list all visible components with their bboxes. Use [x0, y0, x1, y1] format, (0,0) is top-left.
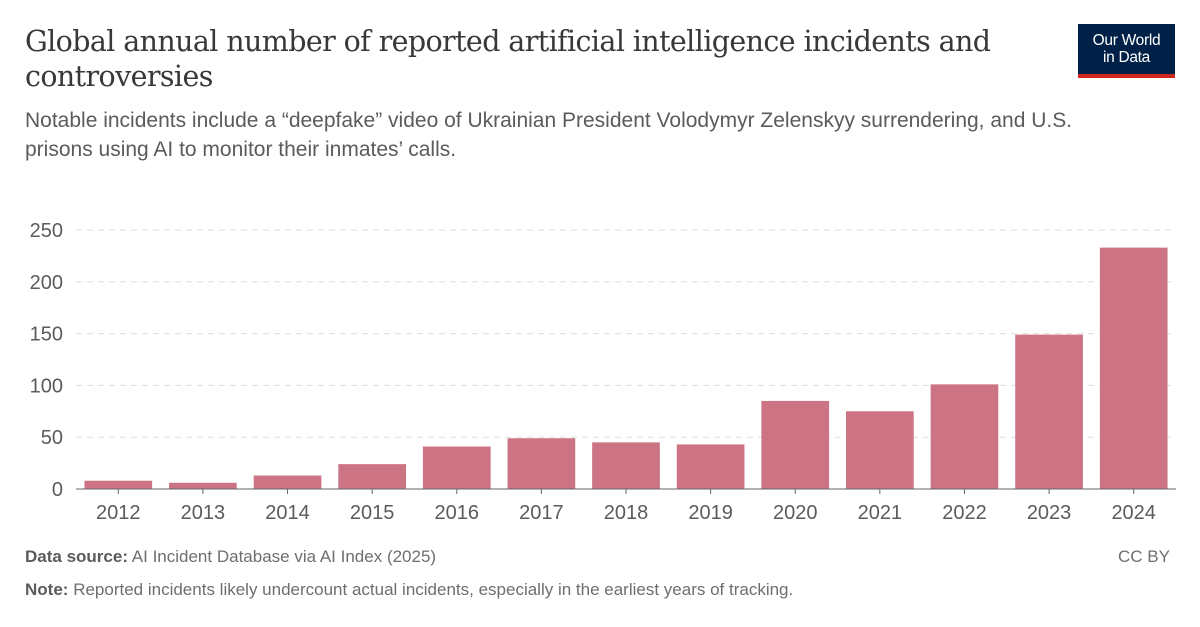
x-tick-label: 2014: [265, 502, 310, 524]
bar-2019[interactable]: [676, 444, 745, 489]
grid-lines: [76, 229, 1176, 438]
data-source: Data source: AI Incident Database via AI…: [25, 547, 436, 567]
bar-2024[interactable]: [1099, 247, 1168, 489]
y-tick-label: 250: [30, 220, 63, 242]
bar-2021[interactable]: [846, 411, 914, 489]
y-tick-label: 100: [30, 375, 63, 397]
y-axis-ticks: 0 50 100 150 200 250: [30, 220, 63, 501]
bar-2017[interactable]: [507, 438, 576, 489]
bar-2020[interactable]: [761, 400, 830, 489]
y-tick-label: 50: [41, 427, 63, 449]
x-tick-label: 2016: [435, 502, 480, 524]
chart-title: Global annual number of reported artific…: [25, 25, 991, 93]
data-source-text[interactable]: AI Incident Database via AI Index (2025): [131, 547, 437, 566]
x-tick-label: 2022: [942, 502, 987, 524]
bar-2013[interactable]: [169, 482, 237, 489]
x-tick-label: 2013: [181, 502, 226, 524]
bar-2023[interactable]: [1015, 334, 1083, 489]
logo-line-2: in Data: [1102, 49, 1150, 66]
bar-chart: 0 50 100 150 200 250 2012 2013 2014 2015 2016 2017…: [30, 220, 1176, 524]
x-tick-label: 2023: [1027, 502, 1072, 524]
bar-2015[interactable]: [338, 464, 406, 489]
bar-2012[interactable]: [84, 480, 153, 489]
data-source-label: Data source:: [25, 547, 128, 566]
note-label: Note:: [25, 580, 69, 599]
chart-subtitle: Notable incidents include a “deepfake” v…: [25, 109, 1073, 161]
x-tick-label: 2019: [688, 502, 733, 524]
x-tick-label: 2018: [604, 502, 649, 524]
bar-2022[interactable]: [930, 384, 999, 489]
bar-2014[interactable]: [253, 475, 322, 489]
x-axis-ticks: 2012 2013 2014 2015 2016 2017 2018 2019 2020 2021…: [96, 489, 1156, 524]
x-tick-label: 2024: [1111, 502, 1156, 524]
y-tick-label: 0: [52, 479, 63, 501]
x-tick-label: 2020: [773, 502, 818, 524]
logo-line-1: Our World: [1092, 32, 1161, 49]
y-tick-label: 150: [30, 324, 63, 346]
bars: [84, 247, 1168, 489]
x-tick-label: 2012: [96, 502, 141, 524]
bar-2018[interactable]: [592, 442, 660, 489]
owid-logo[interactable]: Our World in Data: [1078, 24, 1175, 78]
license-link[interactable]: CC BY: [1118, 547, 1170, 566]
bar-2016[interactable]: [422, 446, 491, 489]
x-tick-label: 2021: [858, 502, 903, 524]
y-tick-label: 200: [30, 272, 63, 294]
x-tick-label: 2015: [350, 502, 395, 524]
x-tick-label: 2017: [519, 502, 564, 524]
chart-note: Note: Reported incidents likely undercou…: [25, 580, 793, 600]
note-text: Reported incidents likely undercount act…: [73, 580, 794, 599]
